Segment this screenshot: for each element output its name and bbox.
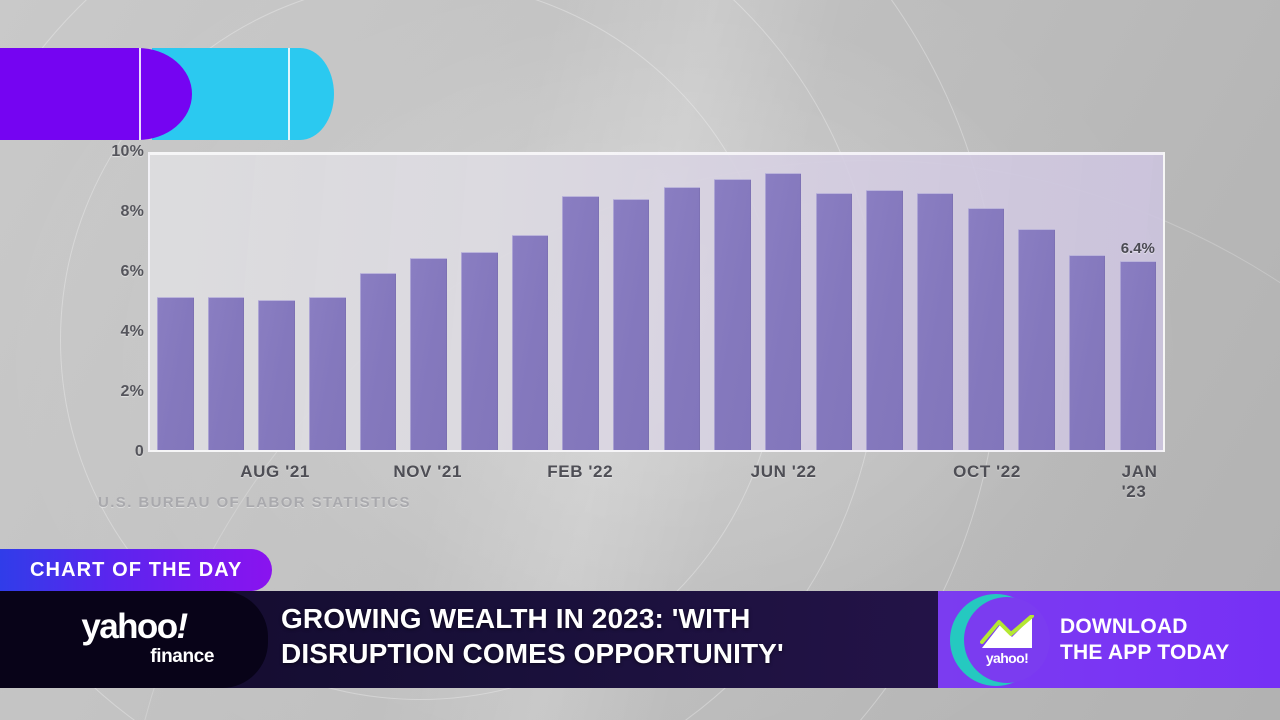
bar[interactable]	[207, 296, 245, 450]
y-axis-tick: 0	[134, 443, 144, 460]
bar[interactable]	[359, 273, 397, 450]
yahoo-finance-app-icon: yahoo!	[964, 597, 1050, 683]
y-axis-tick: 8%	[120, 203, 144, 220]
bar-slot	[150, 155, 201, 450]
bar-slot	[1062, 155, 1113, 450]
headline-line-2: DISRUPTION COMES OPPORTUNITY'	[281, 637, 784, 669]
bar[interactable]	[967, 208, 1005, 450]
yahoo-wordmark-bang: !	[176, 607, 189, 647]
headline-line-1: GROWING WEALTH IN 2023: 'WITH	[281, 603, 751, 634]
download-line-1: DOWNLOAD	[1060, 615, 1188, 639]
x-axis-tick: AUG '21	[240, 462, 310, 481]
bar[interactable]	[1068, 255, 1106, 450]
bar-slot	[353, 155, 404, 450]
download-app-promo[interactable]: yahoo! DOWNLOAD THE APP TODAY	[938, 591, 1280, 688]
chart-of-the-day-badge: CHART OF THE DAY	[0, 549, 273, 591]
progress-divider	[288, 48, 290, 140]
bar[interactable]	[815, 193, 853, 450]
bar[interactable]	[1018, 228, 1055, 450]
x-axis-tick: JUN '22	[750, 462, 817, 481]
plot-area: 6.4%	[148, 152, 1165, 452]
app-icon-label: yahoo!	[985, 649, 1029, 666]
bar-slot	[555, 155, 606, 450]
bar-slot	[707, 155, 758, 450]
bar-slot	[657, 155, 708, 450]
bar-slot	[505, 155, 556, 450]
bar[interactable]	[461, 252, 498, 450]
bar-slot	[1011, 155, 1062, 450]
x-axis-tick: NOV '21	[393, 462, 463, 481]
bar-slot	[809, 155, 860, 450]
x-axis-tick: FEB '22	[547, 462, 614, 481]
bar-slot	[403, 155, 454, 450]
bar[interactable]	[511, 234, 549, 450]
bar-slot	[251, 155, 302, 450]
bar[interactable]	[764, 172, 802, 450]
progress-segment-purple	[0, 48, 192, 140]
bar-slot	[758, 155, 809, 450]
yahoo-wordmark: yahoo!	[81, 609, 188, 644]
x-axis-tick: JAN '23	[1121, 462, 1158, 501]
bar-series: 6.4%	[150, 155, 1163, 450]
bar[interactable]	[410, 258, 447, 450]
bar[interactable]	[309, 296, 346, 450]
bar[interactable]	[1119, 261, 1157, 450]
y-axis-tick: 10%	[111, 143, 144, 160]
chart-source-label: U.S. BUREAU OF LABOR STATISTICS	[98, 494, 411, 511]
bar-chart: 10% 8% 6% 4% 2% 0 6.4% AUG '21 NOV '21 FEB '22 J…	[96, 143, 1165, 511]
app-icon-wrap: yahoo!	[938, 591, 1056, 688]
progress-divider	[139, 48, 141, 140]
y-axis: 10% 8% 6% 4% 2% 0	[96, 143, 144, 462]
bar-slot	[454, 155, 505, 450]
bar[interactable]	[663, 187, 701, 450]
bar-value-label: 6.4%	[1120, 240, 1155, 258]
bar[interactable]	[562, 196, 599, 450]
download-line-2: THE APP TODAY	[1060, 640, 1230, 664]
headline: GROWING WEALTH IN 2023: 'WITH DISRUPTION…	[281, 602, 921, 671]
bar[interactable]	[613, 199, 650, 450]
finance-wordmark: finance	[150, 645, 214, 667]
bar[interactable]	[866, 190, 903, 450]
yahoo-finance-logo: yahoo! finance	[0, 591, 268, 688]
bar-slot	[961, 155, 1012, 450]
bar-slot	[910, 155, 961, 450]
y-axis-tick: 2%	[120, 383, 144, 400]
chart-mountain-icon	[980, 614, 1034, 648]
download-text: DOWNLOAD THE APP TODAY	[1060, 614, 1229, 664]
yahoo-wordmark-text: yahoo	[81, 607, 178, 647]
y-axis-tick: 4%	[120, 323, 144, 340]
bar[interactable]	[714, 178, 751, 450]
bar-slot	[302, 155, 353, 450]
x-axis-tick: OCT '22	[953, 462, 1021, 481]
decorative-progress-graphic	[0, 48, 336, 140]
lower-third-banner: yahoo! finance GROWING WEALTH IN 2023: '…	[0, 591, 1280, 688]
chart-of-the-day-label: CHART OF THE DAY	[30, 558, 243, 581]
bar[interactable]	[916, 193, 954, 450]
y-axis-tick: 6%	[120, 263, 144, 280]
bar-slot: 6.4%	[1112, 155, 1163, 450]
bar-slot	[606, 155, 657, 450]
x-axis: AUG '21 NOV '21 FEB '22 JUN '22 OCT '22 JAN '…	[148, 462, 1165, 501]
bar[interactable]	[157, 296, 194, 450]
bar-slot	[859, 155, 910, 450]
bar[interactable]	[258, 299, 295, 450]
bar-slot	[201, 155, 252, 450]
